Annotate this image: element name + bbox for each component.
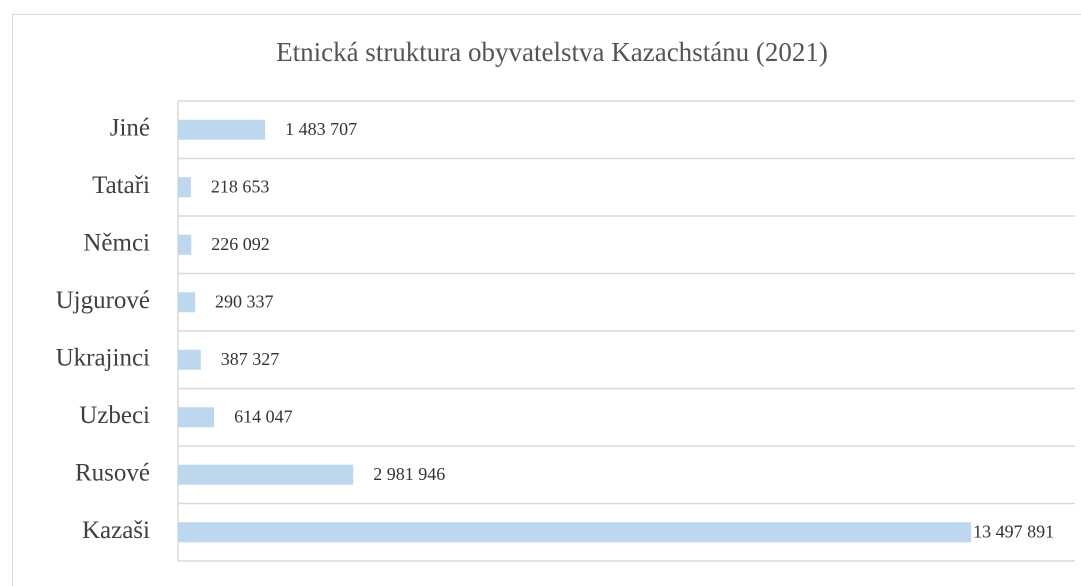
y-tick-label: Ukrajinci (56, 344, 150, 371)
value-label: 226 092 (211, 234, 270, 254)
y-tick-label: Němci (83, 229, 150, 256)
value-label: 2 981 946 (373, 464, 445, 484)
bar (178, 464, 354, 485)
y-tick-label: Uzbeci (79, 402, 150, 429)
value-label: 13 497 891 (973, 521, 1054, 541)
value-label: 218 653 (211, 176, 270, 196)
bar (178, 234, 192, 255)
value-label: 614 047 (234, 406, 293, 426)
y-tick-label: Rusové (75, 459, 150, 486)
y-tick-label: Jiné (110, 114, 150, 141)
value-label: 387 327 (221, 349, 279, 369)
bar (178, 349, 201, 370)
y-tick-label: Kazaši (82, 517, 150, 544)
value-label: 1 483 707 (285, 119, 357, 139)
chart-border (12, 14, 1081, 586)
chart-title: Etnická struktura obyvatelstva Kazachstá… (276, 37, 828, 67)
bar (178, 292, 196, 313)
y-tick-label: Ujgurové (56, 287, 150, 314)
value-label: 290 337 (215, 291, 274, 311)
bar (178, 522, 972, 543)
y-tick-label: Tataři (92, 172, 150, 199)
bar (178, 177, 191, 198)
bar (178, 119, 266, 140)
bar (178, 407, 215, 428)
